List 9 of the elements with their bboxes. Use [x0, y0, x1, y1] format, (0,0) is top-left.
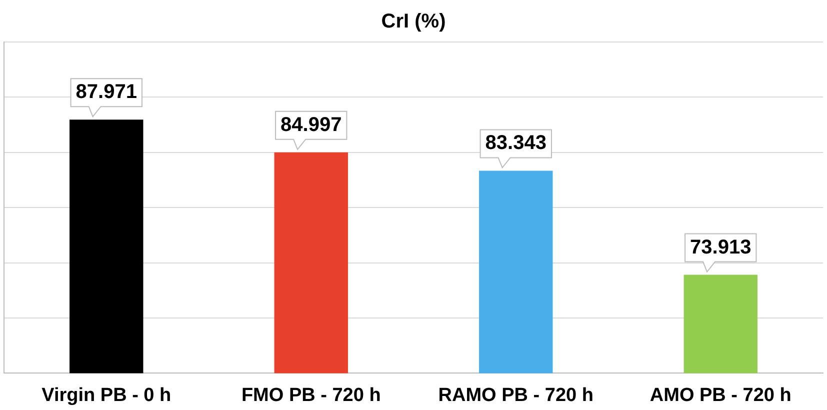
x-tick-label: Virgin PB - 0 h [42, 384, 172, 406]
x-tick-label: AMO PB - 720 h [650, 384, 792, 406]
x-tick-label: RAMO PB - 720 h [438, 384, 594, 406]
data-label: 87.971 [76, 81, 137, 104]
data-label: 84.997 [280, 114, 342, 136]
data-label: 73.913 [690, 236, 752, 258]
x-tick-label: FMO PB - 720 h [241, 384, 381, 406]
data-label: 83.343 [485, 132, 546, 154]
chart-title: CrI (%) [381, 10, 446, 33]
